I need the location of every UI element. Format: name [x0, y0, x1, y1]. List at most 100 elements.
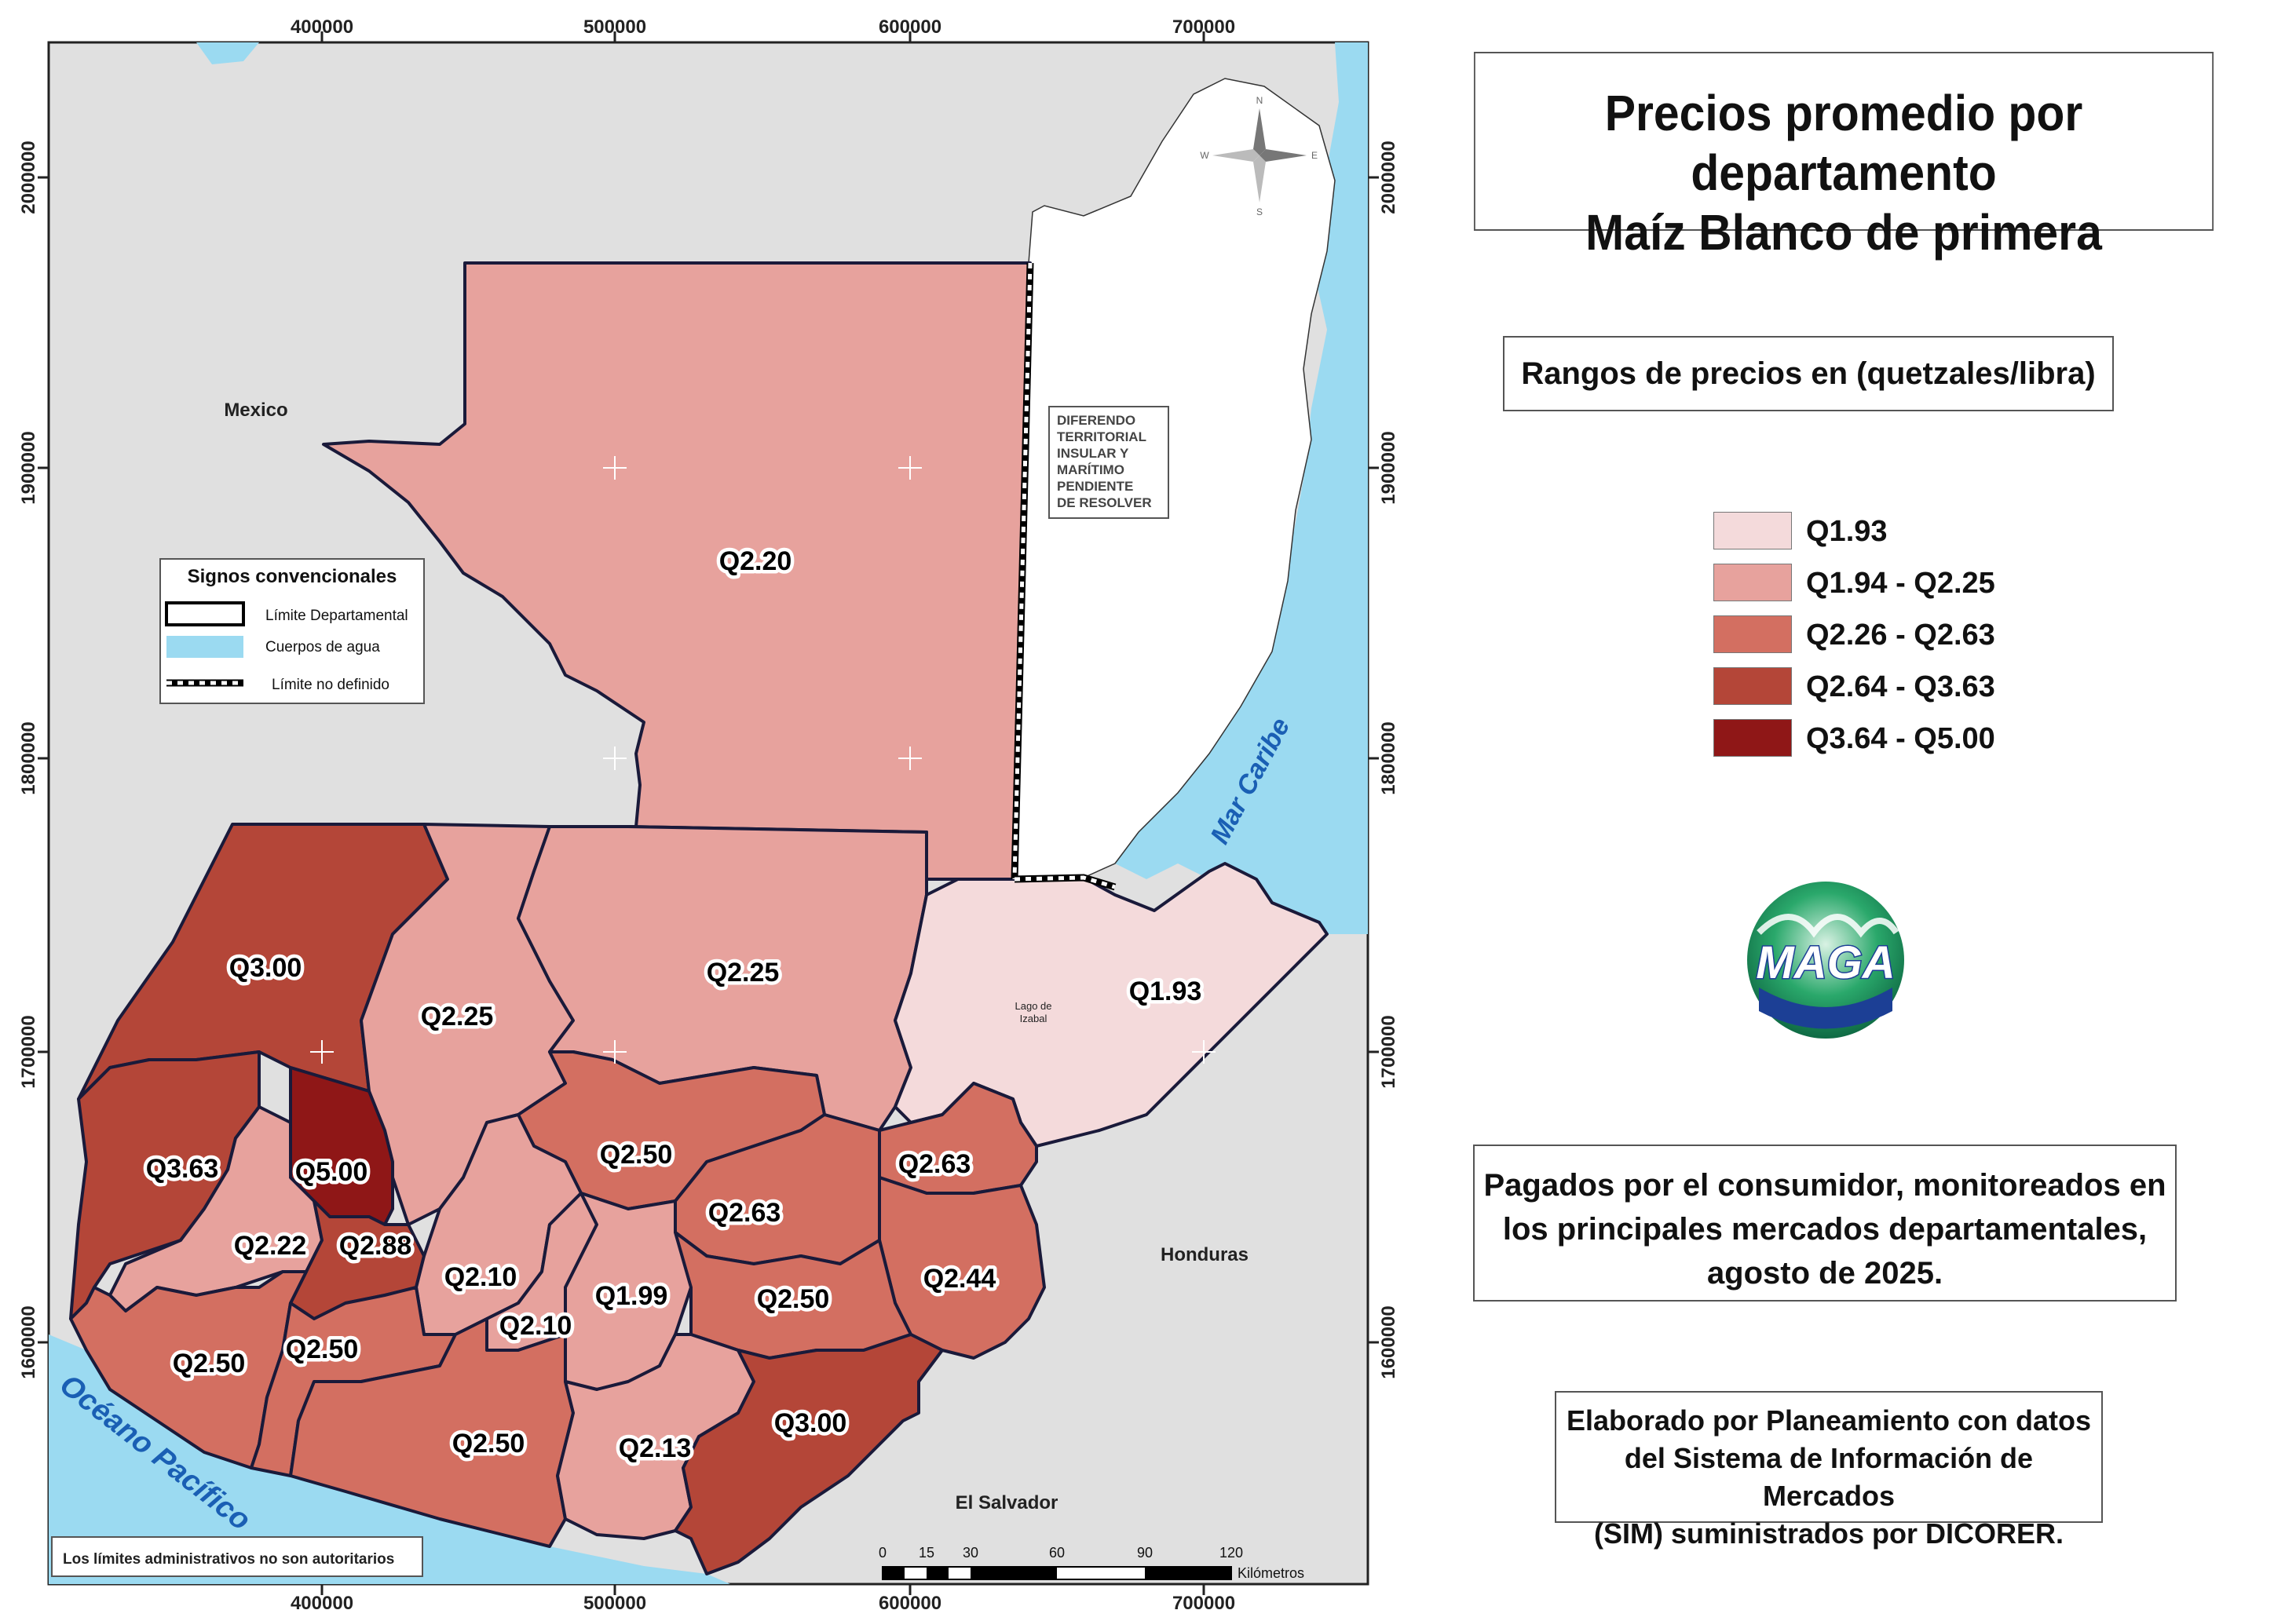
dept-price-label: Q3.00 [229, 953, 302, 983]
dept-price-label: Q2.50 [286, 1334, 359, 1364]
y-tick-left: 2000000 [18, 141, 39, 214]
legend-swatch [1713, 512, 1792, 549]
legend-label: Q1.94 - Q2.25 [1806, 567, 1995, 600]
range-title: Rangos de precios en (quetzales/libra) [1503, 336, 2114, 411]
svg-text:30: 30 [963, 1545, 978, 1561]
disclaimer: Los límites administrativos no son autor… [51, 1536, 423, 1577]
svg-text:120: 120 [1219, 1545, 1243, 1561]
top-right-water [1366, 42, 1368, 55]
legend-label: Q2.64 - Q3.63 [1806, 670, 1995, 703]
svg-text:Q5.00: Q5.00 [295, 1157, 368, 1187]
signs-title: Signos convencionales [188, 566, 397, 587]
dept-price-label: Q2.50 [173, 1349, 246, 1378]
svg-text:Q3.00: Q3.00 [774, 1408, 847, 1438]
svg-text:INSULAR Y: INSULAR Y [1057, 446, 1129, 461]
sign-water-label: Cuerpos de agua [265, 639, 380, 655]
departments [69, 261, 1329, 1575]
sign-dept-boundary-label: Límite Departamental [265, 608, 408, 624]
credit-line-2: del Sistema de Información de Mercados [1624, 1442, 2034, 1512]
x-tick-bottom: 700000 [1172, 1593, 1235, 1614]
title-line-1: Precios promedio por departamento [1604, 85, 2083, 201]
svg-text:Q2.50: Q2.50 [173, 1349, 246, 1378]
dept-price-label: Q2.10 [499, 1311, 572, 1341]
svg-text:E: E [1311, 150, 1318, 161]
title-box: Precios promedio por departamento Maíz B… [1473, 52, 2214, 261]
svg-text:MARÍTIMO: MARÍTIMO [1057, 462, 1124, 477]
svg-text:Q2.50: Q2.50 [600, 1140, 673, 1170]
legend-swatch [1713, 564, 1792, 601]
undefined-boundary [1011, 262, 1117, 891]
dept-izabal [894, 862, 1329, 1148]
svg-text:Q3.63: Q3.63 [146, 1154, 219, 1184]
maga-logo: MAGA [1747, 882, 1904, 1039]
svg-text:90: 90 [1137, 1545, 1153, 1561]
sign-water-swatch [166, 636, 243, 658]
y-tick-right: 1800000 [1378, 721, 1399, 794]
legend-swatch [1713, 719, 1792, 757]
dept-price-label: Q2.44 [923, 1264, 996, 1294]
x-tick-bottom: 500000 [583, 1593, 646, 1614]
y-tick-right: 1700000 [1378, 1015, 1399, 1088]
dept-price-label: Q3.63 [146, 1154, 219, 1184]
svg-text:N: N [1256, 95, 1263, 106]
svg-text:Q2.50: Q2.50 [757, 1284, 830, 1314]
svg-text:Kilómetros: Kilómetros [1238, 1565, 1304, 1581]
dept-price-label: Q2.22 [234, 1231, 307, 1261]
svg-text:Los límites administrativos no: Los límites administrativos no son autor… [63, 1551, 394, 1568]
legend-swatch [1713, 615, 1792, 653]
dept-price-label: Q2.88 [339, 1231, 412, 1261]
dept-price-label: Q2.13 [619, 1433, 692, 1463]
y-tick-right: 2000000 [1378, 141, 1399, 214]
title-line-2: Maíz Blanco de primera [1585, 204, 2102, 261]
lake-izabal-label-line2: Izabal [1020, 1013, 1047, 1024]
country-label-honduras: Honduras [1161, 1244, 1249, 1265]
x-tick-top: 500000 [583, 16, 646, 38]
axis-ticks [38, 31, 1379, 1595]
svg-text:Q1.93: Q1.93 [1129, 977, 1202, 1006]
dept-jutiapa [674, 1333, 944, 1575]
top-water [196, 42, 259, 64]
x-tick-top: 600000 [879, 16, 941, 38]
svg-text:Q2.22: Q2.22 [234, 1231, 307, 1261]
legend-label: Q2.26 - Q2.63 [1806, 619, 1995, 652]
dept-price-label: Q2.25 [421, 1002, 494, 1031]
svg-text:TERRITORIAL: TERRITORIAL [1057, 429, 1146, 444]
x-tick-bottom: 400000 [291, 1593, 353, 1614]
dept-price-label: Q2.63 [708, 1198, 781, 1228]
svg-text:Q2.63: Q2.63 [898, 1149, 971, 1179]
north-arrow-icon: N S E W [1200, 95, 1318, 217]
y-tick-right: 1900000 [1378, 431, 1399, 504]
legend-label: Q3.64 - Q5.00 [1806, 722, 1995, 755]
note-box: Pagados por el consumidor, monitoreados … [1473, 1145, 2177, 1302]
svg-text:PENDIENTE: PENDIENTE [1057, 479, 1133, 494]
conventional-signs-legend: Signos convencionales Límite Departament… [159, 558, 425, 704]
disputed-territory [1014, 78, 1336, 880]
dept-price-label: Q1.99 [595, 1281, 668, 1311]
y-tick-left: 1700000 [18, 1015, 39, 1088]
logo-text: MAGA [1756, 937, 1895, 988]
credit-box: Elaborado por Planeamiento con datos del… [1555, 1391, 2103, 1550]
pacific-ocean [49, 1334, 730, 1584]
dept-price-label: Q2.20 [719, 546, 792, 576]
svg-text:S: S [1256, 206, 1263, 217]
y-tick-left: 1600000 [18, 1305, 39, 1378]
svg-text:0: 0 [879, 1545, 887, 1561]
dept-price-label: Q3.00 [774, 1408, 847, 1438]
x-tick-top: 400000 [291, 16, 353, 38]
legend-swatch [1713, 667, 1792, 705]
svg-text:Q2.50: Q2.50 [286, 1334, 359, 1364]
dept-price-label: Q2.25 [707, 958, 780, 988]
dept-price-label: Q5.00 [295, 1157, 368, 1187]
country-label-el-salvador: El Salvador [956, 1492, 1058, 1513]
note-line-3: agosto de 2025. [1706, 1256, 1943, 1291]
caribbean-sea [1115, 42, 1368, 934]
dept-price-label: Q2.50 [600, 1140, 673, 1170]
dept-price-label: Q2.10 [444, 1262, 517, 1292]
svg-text:DIFERENDO: DIFERENDO [1057, 413, 1135, 428]
svg-text:W: W [1200, 150, 1209, 161]
credit-line-3: (SIM) suministrados por DICORER. [1593, 1517, 2064, 1550]
y-tick-right: 1600000 [1378, 1305, 1399, 1378]
svg-text:DE RESOLVER: DE RESOLVER [1057, 495, 1152, 510]
